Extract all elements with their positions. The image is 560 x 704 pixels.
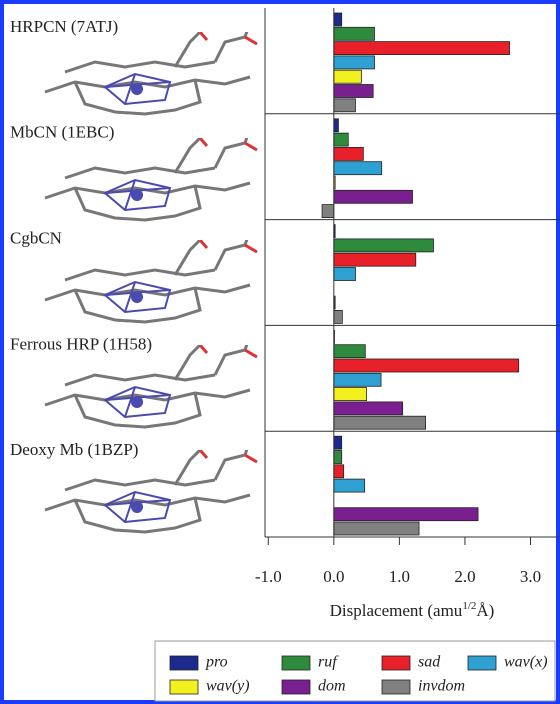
bar [334,70,362,83]
x-label-part: Displacement (amu [330,601,463,620]
legend-swatch [468,656,496,670]
bar [334,402,403,415]
x-tick-label: 2.0 [454,567,475,586]
legend-swatch [282,680,310,694]
bar [334,508,478,521]
bar [334,162,382,175]
bar [334,436,342,449]
x-tick-label: 3.0 [520,567,541,586]
legend-swatch [170,656,198,670]
x-axis-label: Displacement (amu1/2Å) [330,600,495,620]
bar [334,147,364,160]
molecule [45,230,257,322]
bar [334,119,339,132]
bar [334,465,344,478]
x-label-sup: 1/2 [462,600,476,612]
bar [334,13,342,26]
legend-swatch [382,656,410,670]
bar [334,522,419,535]
bar [334,345,365,358]
bar [334,373,381,386]
legend-label: wav(x) [504,654,548,671]
bar [334,133,348,146]
bar [334,56,375,69]
legend-swatch [170,680,198,694]
category-label: CgbCN [10,229,62,248]
bar [334,416,426,429]
category-label: Deoxy Mb (1BZP) [10,440,138,459]
bar [334,239,434,252]
bar [334,268,356,281]
x-tick-label: -1.0 [255,567,282,586]
bar [334,190,413,203]
bar [334,253,416,266]
legend-swatch [382,680,410,694]
legend-label: ruf [318,654,339,671]
bar [334,85,373,98]
bar [334,451,342,464]
bar [334,479,365,492]
x-tick-label: 0.0 [323,567,344,586]
x-label-part: Å) [476,601,494,620]
category-label: MbCN (1EBC) [10,123,114,142]
legend-label: pro [205,654,228,671]
legend-label: wav(y) [206,678,250,695]
molecule [45,128,257,220]
bar [322,205,334,218]
bar [334,99,356,112]
legend-swatch [282,656,310,670]
legend-label: dom [318,678,346,695]
bar [334,359,519,372]
bar [334,388,367,401]
bar [334,310,343,323]
bar [334,27,375,40]
legend-label: sad [418,654,441,671]
figure: Displacement (amu1/2Å) HRPCN (7ATJ) MbCN … [0,0,560,704]
category-label: HRPCN (7ATJ) [10,17,118,36]
x-tick-label: 1.0 [389,567,410,586]
category-label: Ferrous HRP (1H58) [10,334,152,353]
legend-label: invdom [418,678,465,695]
bar [334,42,510,55]
